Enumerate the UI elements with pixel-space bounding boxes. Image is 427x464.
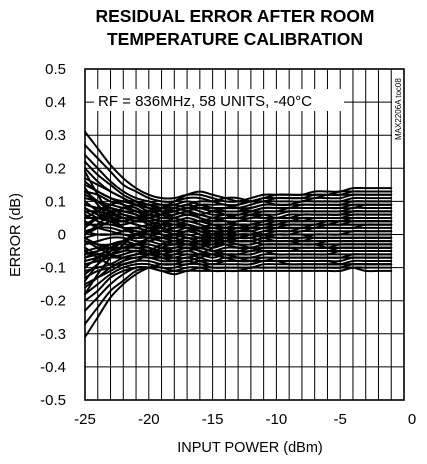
y-tick-label: -0.5 (40, 392, 66, 409)
series-line-58 (84, 219, 393, 236)
figure-code: MAX2206A toc08 (394, 78, 403, 140)
series-line-54 (84, 213, 393, 233)
series-line-55 (84, 233, 393, 250)
x-tick-label: -5 (334, 411, 347, 428)
chart-title-line-2: TEMPERATURE CALIBRATION (107, 29, 363, 49)
annotation-text: RF = 836MHz, 58 UNITS, -40°C (98, 93, 312, 110)
y-tick-label: 0.5 (45, 61, 66, 78)
series-line-46 (84, 180, 393, 210)
y-tick-label: 0 (58, 227, 66, 244)
x-tick-labels: -25 -20 -15 -10 -5 0 (74, 411, 416, 428)
y-axis-label: ERROR (dB) (8, 193, 24, 277)
series-line-25 (84, 265, 393, 312)
y-tick-label: 0.1 (45, 193, 66, 210)
series-line-56 (84, 203, 393, 223)
y-tick-label: 0.3 (45, 127, 66, 144)
x-tick-label: 0 (408, 411, 416, 428)
series-curves (84, 130, 393, 339)
x-tick-label: -15 (202, 411, 224, 428)
series-line-51 (84, 243, 393, 266)
series-line-48 (84, 190, 393, 223)
y-tick-label: -0.4 (40, 359, 66, 376)
annotation-background (94, 89, 344, 111)
y-tick-label: -0.3 (40, 326, 66, 343)
y-tick-label: 0.2 (45, 160, 66, 177)
series-line-57 (84, 239, 393, 266)
y-tick-label: 0.4 (45, 94, 66, 111)
series-line-47 (84, 253, 393, 289)
x-tick-label: -10 (266, 411, 288, 428)
y-tick-label: -0.2 (40, 293, 66, 310)
series-line-42 (84, 246, 393, 262)
series-line-26 (84, 266, 393, 325)
chart-title-line-1: RESIDUAL ERROR AFTER ROOM (95, 6, 374, 26)
y-tick-labels: 0.5 0.4 0.3 0.2 0.1 0 -0.1 -0.2 -0.3 -0.4 -0.5 (40, 61, 66, 409)
x-tick-label: -20 (138, 411, 160, 428)
y-tick-label: -0.1 (40, 260, 66, 277)
x-tick-label: -25 (74, 411, 96, 428)
plot-frame (84, 68, 405, 401)
x-axis-label: INPUT POWER (dBm) (177, 440, 323, 456)
figure-code-background (392, 70, 403, 142)
